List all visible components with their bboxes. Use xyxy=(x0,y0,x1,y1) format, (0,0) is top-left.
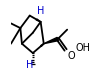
Text: H: H xyxy=(37,6,44,16)
Text: H: H xyxy=(26,60,33,70)
Polygon shape xyxy=(44,37,58,44)
Text: O: O xyxy=(68,51,76,61)
Text: OH: OH xyxy=(76,43,91,53)
